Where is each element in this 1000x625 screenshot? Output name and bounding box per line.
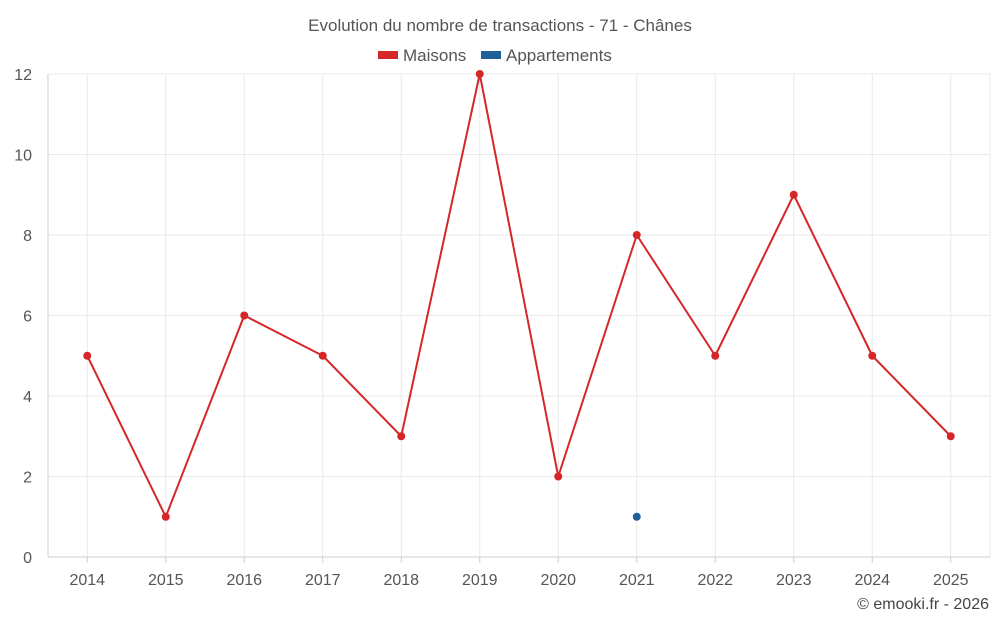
data-point-maisons[interactable] xyxy=(711,351,720,360)
y-tick-label: 6 xyxy=(23,309,32,326)
legend-label-maisons[interactable]: Maisons xyxy=(403,46,466,65)
data-point-maisons[interactable] xyxy=(632,231,641,239)
data-point-maisons[interactable] xyxy=(83,351,92,360)
data-point-maisons[interactable] xyxy=(868,351,877,360)
legend-label-appartements[interactable]: Appartements xyxy=(506,46,612,65)
x-tick-label: 2022 xyxy=(697,572,733,589)
data-point-maisons[interactable] xyxy=(318,351,327,360)
data-point-appartements[interactable] xyxy=(632,512,641,521)
y-tick-label: 2 xyxy=(23,470,32,487)
series-group xyxy=(83,70,955,521)
data-point-maisons[interactable] xyxy=(946,432,955,441)
x-tick-label: 2016 xyxy=(226,572,262,589)
x-axis-ticks: 2014 2015 2016 2017 2018 2019 2020 2021 2022 2023… xyxy=(69,557,969,589)
x-tick-label: 2023 xyxy=(776,572,812,589)
y-tick-label: 8 xyxy=(23,228,32,245)
x-tick-label: 2025 xyxy=(933,572,969,589)
data-point-maisons[interactable] xyxy=(240,311,249,320)
gridlines xyxy=(47,73,991,558)
chart-title: Evolution du nombre de transactions - 71… xyxy=(308,16,692,35)
credit-text: © emooki.fr - 2026 xyxy=(857,596,989,613)
x-tick-label: 2021 xyxy=(619,572,655,589)
y-tick-label: 0 xyxy=(23,550,32,567)
data-point-maisons[interactable] xyxy=(554,472,563,481)
series-line-maisons xyxy=(86,73,952,518)
y-tick-label: 12 xyxy=(14,67,32,84)
x-tick-label: 2020 xyxy=(540,572,576,589)
data-point-maisons[interactable] xyxy=(789,190,798,199)
x-tick-label: 2015 xyxy=(148,572,184,589)
legend-swatch-appartements xyxy=(481,51,501,59)
x-tick-label: 2018 xyxy=(383,572,419,589)
data-point-maisons[interactable] xyxy=(397,432,406,441)
y-tick-label: 10 xyxy=(14,148,32,165)
legend: Maisons Appartements xyxy=(378,46,612,65)
x-tick-label: 2014 xyxy=(69,572,105,589)
y-axis-ticks: 0 2 4 6 8 10 12 xyxy=(14,67,32,567)
x-tick-label: 2024 xyxy=(854,572,890,589)
x-tick-label: 2019 xyxy=(462,572,498,589)
x-tick-label: 2017 xyxy=(305,572,341,589)
data-point-maisons[interactable] xyxy=(475,70,484,78)
legend-swatch-maisons xyxy=(378,51,398,59)
y-tick-label: 4 xyxy=(23,389,32,406)
data-point-maisons[interactable] xyxy=(161,512,170,521)
